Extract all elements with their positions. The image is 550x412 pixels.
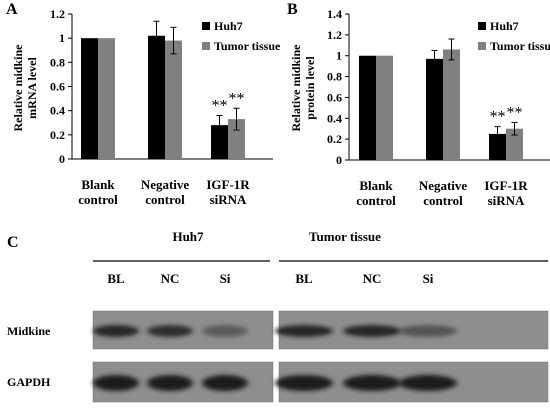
x-category-label-line: control [145,192,185,207]
y-tick-label: 0.2 [50,128,65,142]
x-category-label-line: siRNA [488,193,525,208]
blot-band [275,375,333,391]
x-category-label-line: Negative [419,178,468,193]
x-category-label-line: siRNA [210,192,247,207]
x-category-label-line: control [356,193,396,208]
chart-b: B 0 0.2 0.4 0.6 0.8 1 1.2 1.4 Relative midkinepro… [287,1,550,208]
blot-band [202,375,248,391]
bar-tumor-tissue [376,55,393,160]
x-category-label: Negative control [141,177,190,207]
y-tick-label: 0.2 [327,132,342,146]
bar-huh7 [359,55,376,160]
x-category-label-line: Blank [81,177,115,192]
western-blot-panel: C Huh7 BL NC Si Tumor tissue BL NC Si Midkine GAPD… [7,229,549,403]
blot-band [147,375,193,391]
legend-swatch [202,22,210,30]
legend-swatch [478,42,486,50]
bar-tumor-tissue [228,119,245,159]
bar-huh7 [211,125,228,159]
blot-lane-label: Si [220,271,231,286]
panel-label-b: B [287,1,298,18]
bar-huh7 [489,133,506,160]
y-tick-label: 0.8 [327,70,342,84]
y-tick-label: 0.4 [327,111,342,125]
bar-huh7 [426,58,443,160]
y-tick-label: 0 [59,152,65,166]
legend-label: Huh7 [214,19,243,33]
significance-marker: ** [490,109,506,126]
blot-band [93,325,139,337]
y-tick-label: 0.4 [50,104,65,118]
x-category-label-line: IGF-1R [206,177,250,192]
bar-huh7 [81,38,98,159]
y-tick-label: 1 [336,49,342,63]
y-tick-label: 1.4 [327,7,342,21]
x-category-label-line: control [423,193,463,208]
bar-tumor-tissue [506,128,523,160]
y-axis-title-line: protein level [303,56,317,120]
panel-label-a: A [6,1,18,18]
blot-group-title: Tumor tissue [309,229,381,244]
y-axis-title-line: Relative midkine [289,44,303,132]
blot-row-label: GAPDH [7,375,51,389]
blot-band [343,325,401,337]
blot-lane-label: BL [295,271,313,286]
x-category-label: Blank control [356,178,396,208]
chart-a: A 0 0.2 0.4 0.6 0.8 1 1.2 Relative midkinemRNA l… [6,1,281,207]
x-category-label-line: Blank [359,178,393,193]
y-tick-label: 1.2 [50,7,65,21]
legend-label: Tumor tissue [214,39,281,53]
panel-label-c: C [7,234,19,251]
y-axis-title-line: Relative midkine [11,44,25,132]
blot-lane-label: NC [363,271,382,286]
x-category-label-line: Negative [141,177,190,192]
bar-tumor-tissue [98,38,115,159]
blot-band [343,375,401,391]
blot-band [93,375,139,391]
legend-label: Huh7 [490,19,519,33]
x-category-label: Negative control [419,178,468,208]
bar-tumor-tissue [443,49,460,161]
y-tick-label: 1.2 [327,28,342,42]
y-axis-title-line: mRNA level [25,57,39,119]
x-category-label-line: control [78,192,118,207]
x-category-label-line: IGF-1R [484,178,528,193]
blot-band [275,325,333,337]
bar-tumor-tissue [165,40,182,160]
x-category-label: Blank control [78,177,118,207]
y-tick-label: 0 [336,153,342,167]
y-axis-title: Relative midkinemRNA level [11,44,39,132]
x-category-label: IGF-1R siRNA [484,178,528,208]
legend-swatch [478,22,486,30]
blot-band [399,325,457,337]
significance-marker: ** [229,90,245,107]
bar-huh7 [148,35,165,159]
y-tick-label: 0.6 [327,90,342,104]
y-tick-label: 1 [59,31,65,45]
legend-swatch [202,42,210,50]
blot-band [202,325,248,337]
y-tick-label: 0.6 [50,80,65,94]
blot-group-title: Huh7 [172,229,204,244]
blot-band [399,375,457,391]
significance-marker: ** [507,104,523,121]
y-axis-title: Relative midkineprotein level [289,44,317,132]
significance-marker: ** [212,98,228,115]
x-category-label: IGF-1R siRNA [206,177,250,207]
blot-lane-label: Si [423,271,434,286]
blot-lane-label: NC [161,271,180,286]
blot-row-label: Midkine [7,324,51,338]
blot-band [147,325,193,337]
y-tick-label: 0.8 [50,55,65,69]
blot-lane-label: BL [107,271,125,286]
legend-label: Tumor tissue [490,39,550,53]
